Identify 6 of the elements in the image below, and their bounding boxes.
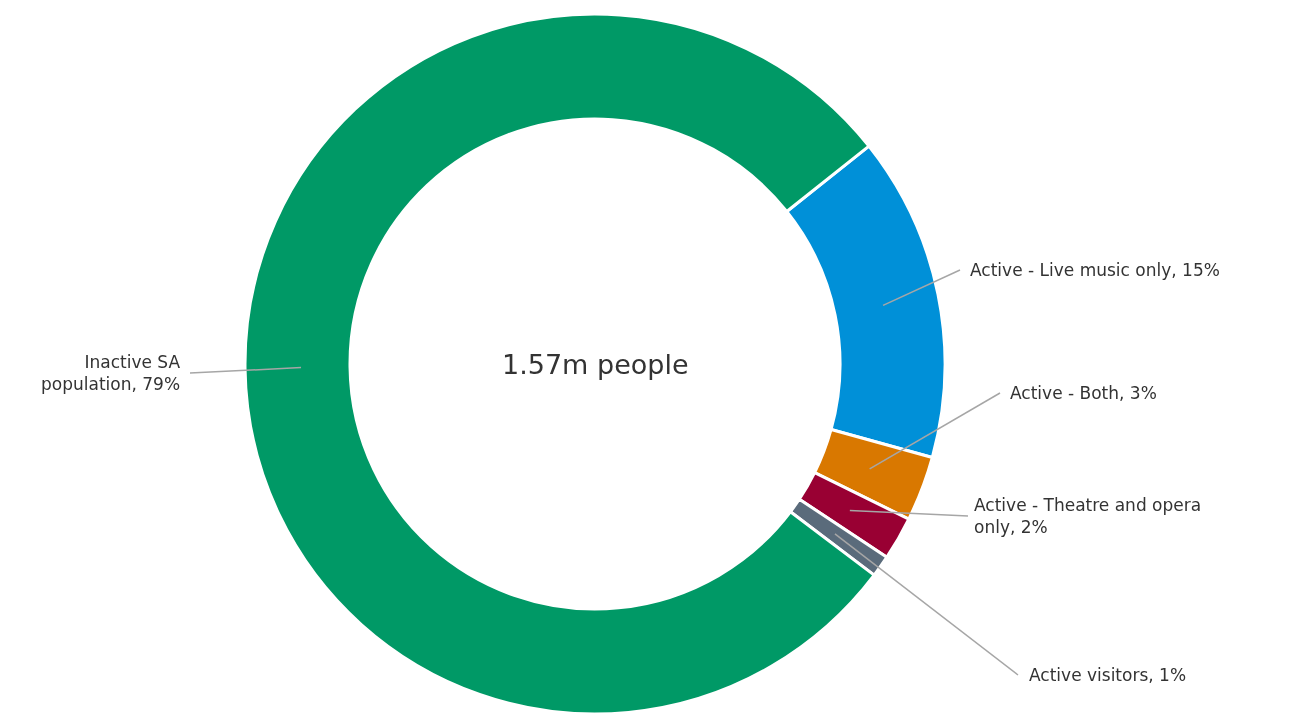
slice-label: Active visitors, 1% — [1029, 665, 1187, 685]
slice-label: Active - Theatre and opera only, 2% — [974, 495, 1202, 538]
text: 1.57m people — [502, 349, 689, 380]
slice-label: Active - Both, 3% — [1010, 383, 1157, 403]
slice-label: Active - Live music only, 15% — [970, 260, 1220, 280]
slice-label: Inactive SA population, 79% — [41, 352, 181, 395]
